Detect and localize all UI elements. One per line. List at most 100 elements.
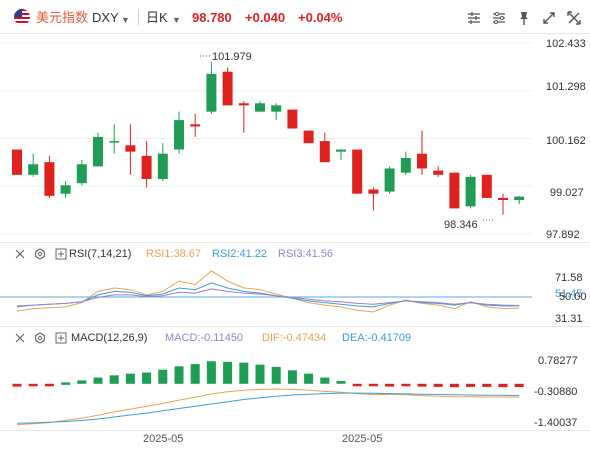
- candle: [93, 132, 103, 167]
- macd-bar: [239, 362, 249, 384]
- macd-series-line: [16, 392, 520, 424]
- candle: [222, 67, 233, 106]
- symbol-name[interactable]: 美元指数: [36, 10, 89, 25]
- fullscreen-icon[interactable]: [564, 8, 584, 28]
- macd-lines: [16, 388, 520, 426]
- macd-bar: [28, 383, 38, 387]
- candle: [400, 151, 411, 175]
- line-style-icon[interactable]: [464, 8, 484, 28]
- header-divider: [138, 9, 139, 25]
- price-change: +0.040: [245, 10, 286, 25]
- rsi3-value: RSI3:41.56: [278, 248, 334, 260]
- x-axis-line: [0, 430, 590, 431]
- macd-tick: -0.30880: [534, 386, 577, 398]
- price-tick: 100.162: [546, 135, 586, 147]
- low-label: 98.346: [444, 219, 478, 231]
- macd-bar: [109, 375, 119, 384]
- drawing-tools-icon[interactable]: [514, 8, 534, 28]
- candle: [319, 132, 330, 163]
- candle: [481, 174, 492, 198]
- compare-icon[interactable]: [539, 8, 559, 28]
- price-tick: 102.433: [546, 38, 586, 50]
- macd-tick: -1.40037: [534, 417, 577, 429]
- candle: [368, 187, 379, 211]
- timeframe-dropdown-icon[interactable]: ▼: [172, 15, 181, 25]
- candle: [514, 195, 525, 205]
- candle: [44, 155, 55, 198]
- macd-bar: [401, 383, 411, 387]
- candle: [384, 166, 395, 194]
- candle: [271, 103, 282, 121]
- dif-value: DIF:-0.47434: [262, 332, 327, 344]
- timeframe-label[interactable]: 日K: [146, 10, 168, 25]
- x-axis-label: 2025-05: [342, 433, 383, 445]
- chart-header: 美元指数 DXY ▼ 日K ▼ 98.780 +0.040 +0.04%: [0, 0, 590, 34]
- macd-bar: [255, 364, 265, 384]
- candle: [125, 124, 136, 175]
- expand-icon[interactable]: [55, 248, 67, 260]
- dea-value: DEA:-0.41709: [342, 332, 412, 344]
- x-axis-label: 2025-05: [143, 433, 184, 445]
- collapse-icon[interactable]: [14, 248, 26, 260]
- candlestick-chart[interactable]: 102.433 101.298 100.162 99.027 97.892 10…: [0, 34, 590, 242]
- rsi-tick: 51.45: [555, 288, 583, 300]
- macd-bar: [482, 383, 492, 387]
- rsi-series-line: [16, 270, 520, 313]
- candle: [190, 113, 201, 137]
- macd-bar: [158, 369, 168, 384]
- pane-divider: [0, 242, 590, 243]
- high-marker: 101.979: [200, 51, 252, 63]
- candle: [206, 62, 217, 114]
- rsi2-value: RSI2:41.22: [212, 248, 268, 260]
- price-axis: 102.433 101.298 100.162 99.027 97.892: [546, 38, 586, 241]
- rsi1-value: RSI1:38.67: [146, 248, 202, 260]
- price-tick: 101.298: [546, 81, 586, 93]
- main-grid: [0, 42, 532, 235]
- candle: [417, 130, 427, 175]
- macd-bar: [77, 380, 87, 384]
- price-tick: 99.027: [550, 187, 584, 199]
- macd-bar: [304, 373, 314, 384]
- collapse-icon[interactable]: [14, 332, 26, 344]
- high-label: 101.979: [212, 51, 252, 63]
- macd-chart[interactable]: 0.78277 -0.30880 -1.40037: [0, 346, 590, 430]
- candle: [28, 153, 39, 177]
- rsi-chart[interactable]: 71.58 51.45 50.00 31.31: [0, 262, 590, 326]
- macd-bar: [12, 383, 22, 387]
- us-flag-icon: [14, 9, 30, 25]
- macd-tick: 0.78277: [538, 355, 578, 367]
- expand-icon[interactable]: [55, 332, 67, 344]
- macd-title: MACD(12,26,9): [71, 332, 148, 344]
- candles-group: [12, 62, 525, 215]
- macd-bar: [190, 364, 200, 384]
- candle: [60, 181, 71, 198]
- candle: [433, 166, 444, 177]
- candle: [352, 149, 363, 194]
- symbol-code[interactable]: DXY: [92, 10, 119, 25]
- macd-bar: [514, 383, 524, 388]
- macd-bar: [206, 361, 216, 384]
- candle: [109, 124, 120, 154]
- low-marker: 98.346: [444, 219, 495, 231]
- macd-bar: [417, 383, 427, 387]
- macd-value: MACD:-0.11450: [165, 332, 244, 344]
- indicator-settings-icon[interactable]: [489, 8, 509, 28]
- settings-icon[interactable]: [34, 248, 46, 260]
- candle: [255, 101, 265, 112]
- macd-series-line: [16, 388, 520, 426]
- symbol-dropdown-icon[interactable]: ▼: [121, 15, 130, 25]
- rsi-tick: 31.31: [555, 313, 583, 325]
- macd-bar: [368, 383, 378, 387]
- rsi-title: RSI(7,14,21): [69, 248, 132, 260]
- candle: [12, 149, 22, 175]
- candle: [76, 160, 87, 186]
- macd-histogram: [12, 361, 524, 388]
- candle: [141, 141, 152, 188]
- macd-bar: [449, 383, 459, 388]
- candle: [238, 101, 249, 133]
- macd-bar: [287, 370, 297, 384]
- macd-bar: [433, 383, 443, 387]
- rsi-tick: 50.00: [559, 291, 587, 303]
- settings-icon[interactable]: [34, 332, 46, 344]
- macd-bar: [385, 383, 395, 387]
